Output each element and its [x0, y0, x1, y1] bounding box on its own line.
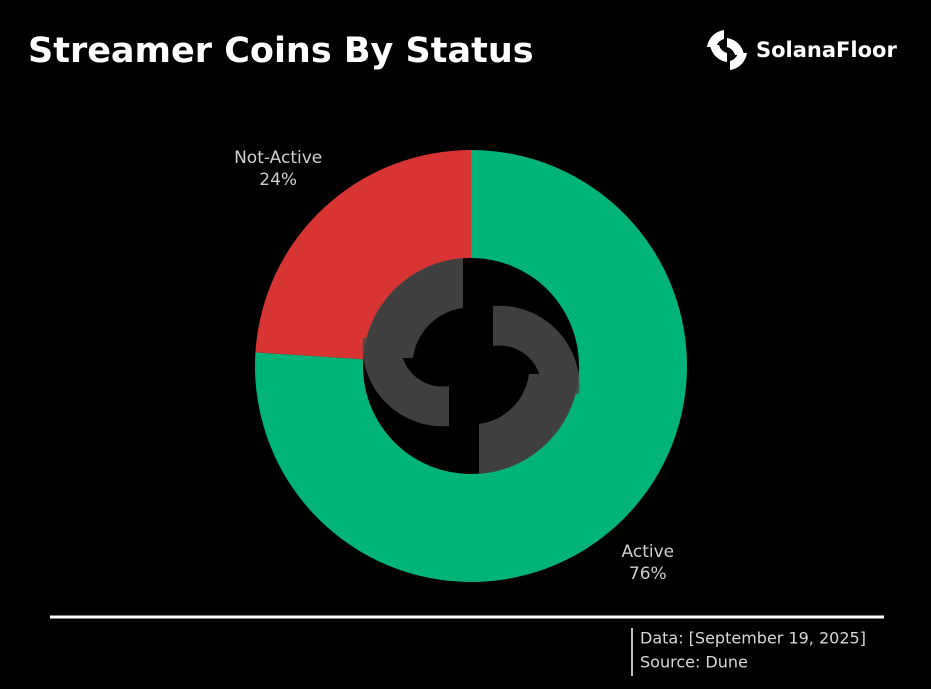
- slice-value: 24%: [259, 170, 297, 190]
- donut-slice: [255, 150, 688, 582]
- brand-logo: [707, 30, 747, 70]
- donut-slice: [255, 150, 471, 360]
- slice-label: Active: [622, 542, 675, 562]
- donut: [255, 150, 688, 582]
- watermark: [362, 258, 580, 474]
- footer-data: Data: [September 19, 2025]: [640, 629, 866, 648]
- footer-source: Source: Dune: [640, 653, 748, 672]
- chart-title: Streamer Coins By Status: [28, 31, 534, 71]
- slice-label: Not-Active: [234, 148, 322, 168]
- slice-value: 76%: [629, 564, 667, 584]
- brand-name: SolanaFloor: [756, 38, 897, 62]
